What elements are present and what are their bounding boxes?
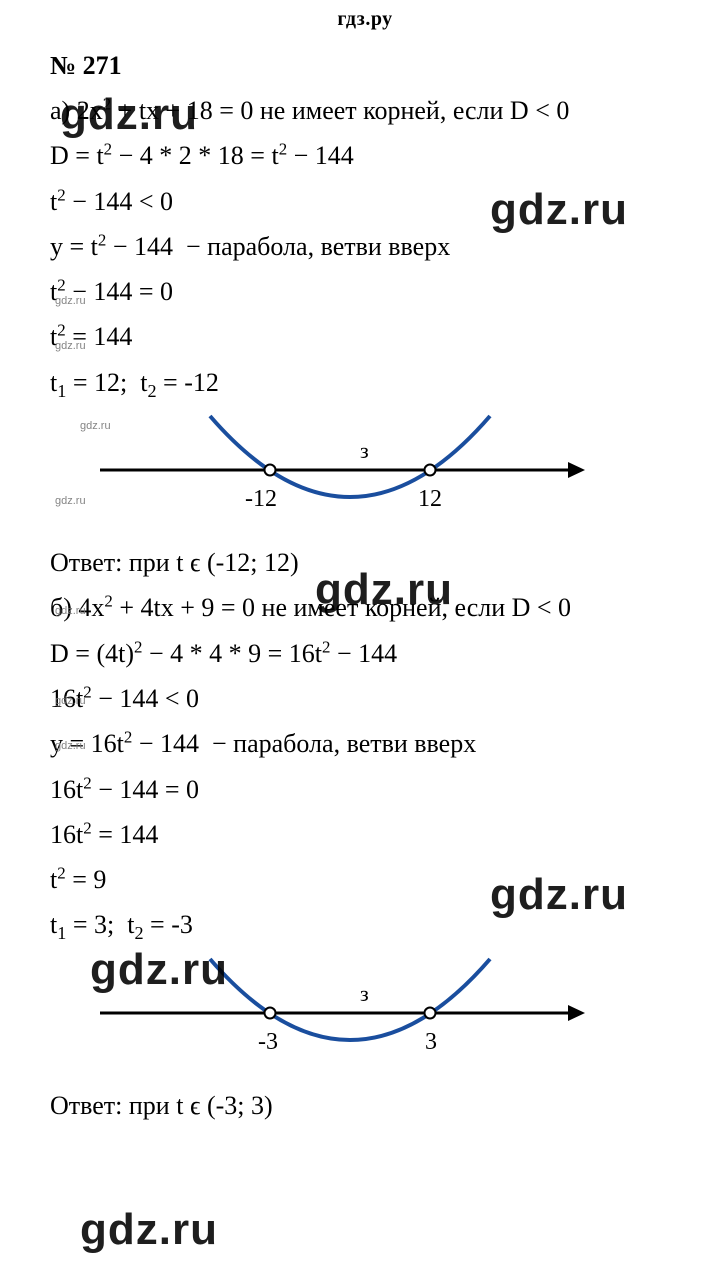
page-root: гдз.ру № 271 а) 2x2 + tx + 18 = 0 не име…: [0, 0, 720, 1171]
part-a-answer: Ответ: при t ϵ (-12; 12): [50, 543, 680, 583]
axis-arrowhead: [568, 1005, 585, 1021]
graph-b-region-label: з: [360, 981, 369, 1007]
part-a-roots: t1 = 12; t2 = -12: [50, 363, 680, 403]
part-a-discriminant: D = t2 − 4 * 2 * 18 = t2 − 144: [50, 136, 680, 176]
open-circle-right: [425, 1007, 436, 1018]
graph-b-right-label: 3: [425, 1029, 437, 1056]
part-b-discriminant: D = (4t)2 − 4 * 4 * 9 = 16t2 − 144: [50, 634, 680, 674]
graph-a-right-label: 12: [418, 486, 442, 513]
part-a-square: t2 = 144: [50, 317, 680, 357]
part-b-roots: t1 = 3; t2 = -3: [50, 905, 680, 945]
part-b-parabola-note: y = 16t2 − 144 − парабола, ветви вверх: [50, 724, 680, 764]
part-a-parabola-note: y = t2 − 144 − парабола, ветви вверх: [50, 227, 680, 267]
part-b-square: t2 = 9: [50, 860, 680, 900]
part-b-zero-eq: 16t2 − 144 = 0: [50, 770, 680, 810]
problem-number: № 271: [50, 51, 680, 81]
part-b-graph: -3 3 з: [80, 951, 600, 1081]
graph-b-left-label: -3: [258, 1029, 278, 1056]
open-circle-left: [265, 1007, 276, 1018]
part-a-zero-eq: t2 − 144 = 0: [50, 272, 680, 312]
graph-svg: [80, 408, 600, 538]
part-a-inequality: t2 − 144 < 0: [50, 182, 680, 222]
part-b-answer: Ответ: при t ϵ (-3; 3): [50, 1086, 680, 1126]
open-circle-left: [265, 465, 276, 476]
axis-arrowhead: [568, 462, 585, 478]
site-header: гдз.ру: [50, 0, 680, 45]
watermark-big: gdz.ru: [80, 1205, 218, 1255]
parabola-curve: [210, 416, 490, 497]
part-a-graph: -12 12 з: [80, 408, 600, 538]
graph-a-region-label: з: [360, 438, 369, 464]
part-b-equation: б) 4x2 + 4tx + 9 = 0 не имеет корней, ес…: [50, 588, 680, 628]
part-b-square16: 16t2 = 144: [50, 815, 680, 855]
graph-a-left-label: -12: [245, 486, 277, 513]
part-a-equation: а) 2x2 + tx + 18 = 0 не имеет корней, ес…: [50, 91, 680, 131]
part-b-inequality: 16t2 − 144 < 0: [50, 679, 680, 719]
graph-svg: [80, 951, 600, 1081]
open-circle-right: [425, 465, 436, 476]
parabola-curve: [210, 959, 490, 1040]
